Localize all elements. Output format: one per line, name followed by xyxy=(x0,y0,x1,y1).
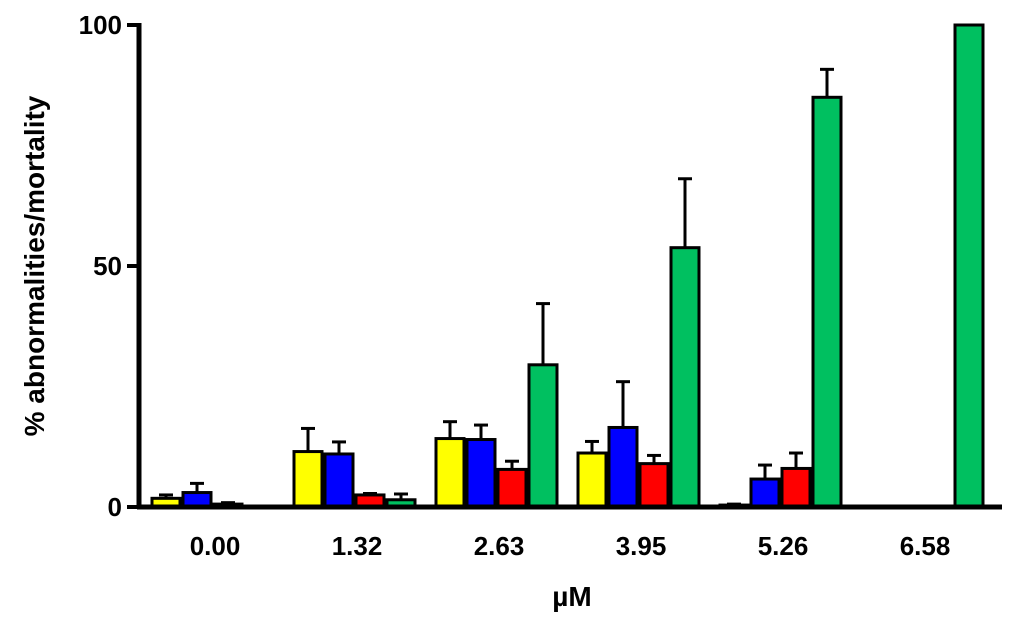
bar-s4-2.63 xyxy=(527,363,559,509)
bar-s3-2.63 xyxy=(496,467,528,509)
y-ticks-layer: 0 50 100 xyxy=(79,10,139,522)
bars-layer xyxy=(150,23,985,509)
bar-s2-2.63 xyxy=(465,438,497,509)
x-tick-label-2.63: 2.63 xyxy=(474,531,525,561)
x-tick-label-5.26: 5.26 xyxy=(758,531,809,561)
y-tick-label-0: 0 xyxy=(108,492,122,522)
bar-s4-3.95 xyxy=(669,246,701,509)
x-tick-label-0.00: 0.00 xyxy=(190,531,241,561)
x-tick-label-3.95: 3.95 xyxy=(616,531,667,561)
y-axis-title: % abnormalities/mortality xyxy=(19,95,50,436)
y-tick-label-100: 100 xyxy=(79,10,122,40)
x-tick-label-1.32: 1.32 xyxy=(332,531,383,561)
bar-s1-3.95 xyxy=(576,451,608,509)
bar-s1-1.32 xyxy=(292,450,324,509)
bar-s1-2.63 xyxy=(434,437,466,509)
bar-s4-5.26 xyxy=(811,95,843,509)
bar-s2-5.26 xyxy=(749,477,781,509)
bar-s2-3.95 xyxy=(607,425,639,509)
error-bars-layer xyxy=(159,67,834,506)
x-axis-title: µM xyxy=(552,581,591,612)
bar-s2-1.32 xyxy=(323,452,355,509)
y-tick-label-50: 50 xyxy=(93,251,122,281)
x-tick-label-6.58: 6.58 xyxy=(900,531,951,561)
x-ticks-layer: 0.00 1.32 2.63 3.95 5.26 6.58 xyxy=(190,531,951,561)
bar-s4-6.58 xyxy=(953,23,985,509)
bar-s3-3.95 xyxy=(638,462,670,509)
bar-s3-5.26 xyxy=(780,466,812,509)
